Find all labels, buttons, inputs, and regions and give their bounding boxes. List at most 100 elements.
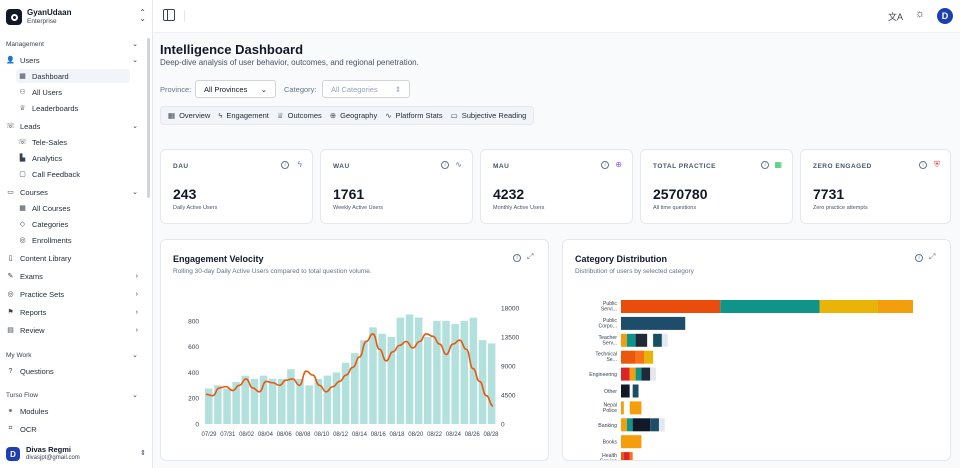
tab-geography[interactable]: ⊕ Geography — [326, 108, 381, 123]
info-icon[interactable]: i — [441, 161, 449, 169]
category-bar-segment — [819, 300, 878, 313]
sidebar-item-analytics[interactable]: ▙ Analytics — [16, 151, 130, 165]
sidebar-item-content-library[interactable]: ▯ Content Library — [4, 251, 132, 265]
category-bar-segment — [621, 452, 624, 460]
kpi-label: WAU — [333, 163, 350, 170]
translate-icon[interactable]: 文A — [888, 12, 904, 22]
expand-icon[interactable]: ⤢ — [527, 252, 534, 261]
file-check-icon: ▤ — [7, 327, 14, 334]
sidebar-item-dashboard[interactable]: ▦ Dashboard — [16, 69, 130, 83]
phone-icon: ☏ — [6, 123, 15, 130]
category-bar-segment — [641, 367, 651, 381]
info-icon[interactable]: i — [761, 161, 769, 169]
volume-bar — [424, 337, 432, 424]
section-my-work[interactable]: My Work ⌄ — [6, 350, 138, 360]
tab-label: Geography — [340, 111, 378, 120]
sidebar-item-enrollments[interactable]: ◎ Enrollments — [16, 233, 130, 247]
book-open-icon: ▭ — [450, 111, 458, 120]
chart-icon: ▙ — [19, 155, 26, 162]
user-menu[interactable]: D Divas Regmi divasjpt@gmail.com ⇕ — [6, 443, 146, 465]
category-bar-segment — [621, 384, 630, 398]
sidebar-item-tele-sales[interactable]: ☏ Tele-Sales — [16, 135, 130, 149]
sidebar-item-all-users[interactable]: ⚇ All Users — [16, 85, 130, 99]
category-bar-segment — [658, 418, 665, 432]
sidebar-scrollbar[interactable] — [147, 38, 150, 198]
category-label: Banking — [598, 423, 617, 429]
province-select[interactable]: All Provinces ⌄ — [195, 80, 276, 98]
chevron-down-icon: ⌄ — [132, 189, 138, 196]
chevron-right-icon: › — [135, 308, 138, 316]
activity-icon: ∿ — [385, 111, 392, 120]
brand-subtitle: Enterprise — [27, 18, 57, 25]
category-label: Other — [604, 389, 617, 395]
volume-bar — [442, 320, 450, 424]
avatar[interactable]: D — [937, 8, 953, 24]
chevrons-up-down-icon: ⌃ ⌄ — [139, 8, 146, 23]
info-icon[interactable]: i — [915, 254, 923, 262]
category-select[interactable]: All Categories ⇕ — [322, 80, 410, 98]
volume-bar — [469, 317, 478, 424]
sidebar-item-practice-sets[interactable]: ◎ Practice Sets › — [4, 287, 138, 301]
section-turso-flow[interactable]: Turso Flow ⌄ — [6, 390, 138, 400]
volume-bar — [360, 340, 368, 424]
tab-engagement[interactable]: ϟ Engagement — [214, 108, 273, 123]
y-left-tick-label: 200 — [188, 396, 199, 403]
sidebar-item-reports[interactable]: ⚑ Reports › — [4, 305, 138, 319]
sidebar-toggle-icon[interactable] — [163, 9, 175, 21]
section-label: My Work — [6, 351, 32, 359]
volume-bar — [378, 333, 386, 424]
brand-name: GyanUdaan — [27, 8, 72, 17]
category-bar-segment — [623, 401, 630, 415]
sidebar-item-label: Tele-Sales — [32, 137, 68, 147]
sidebar-item-review[interactable]: ▤ Review › — [4, 323, 138, 337]
kpi-value: 7731 — [813, 186, 845, 202]
kpi-value: 1761 — [333, 186, 365, 202]
volume-bar — [214, 385, 222, 424]
sidebar-item-ocr[interactable]: ⌗ OCR — [4, 422, 132, 436]
x-tick-label: 08/06 — [277, 432, 293, 438]
expand-icon[interactable]: ⤢ — [929, 252, 936, 261]
page-subtitle: Deep-dive analysis of user behavior, out… — [160, 58, 419, 67]
tab-subjective-reading[interactable]: ▭ Subjective Reading — [447, 108, 531, 123]
volume-bar — [323, 375, 332, 424]
workspace-switcher[interactable]: GyanUdaan Enterprise ⌃ ⌄ — [6, 6, 146, 28]
tab-overview[interactable]: ▦ Overview — [164, 108, 214, 123]
province-label: Province: — [160, 85, 192, 94]
kpi-caption: Daily Active Users — [173, 205, 218, 211]
info-icon[interactable]: i — [281, 161, 289, 169]
tab-bar: ▦ Overview ϟ Engagement ♕ Outcomes ⊕ Geograp… — [160, 106, 535, 125]
x-tick-label: 08/28 — [483, 432, 499, 438]
users-icon: 👤 — [6, 57, 15, 64]
activity-icon: ∿ — [455, 160, 462, 169]
sidebar-item-label: Enrollments — [32, 235, 72, 245]
dashboard-icon: ▦ — [19, 73, 26, 80]
sidebar-item-questions[interactable]: ? Questions — [4, 364, 132, 378]
sidebar-item-all-courses[interactable]: ▦ All Courses — [16, 201, 130, 215]
x-tick-label: 08/18 — [389, 432, 405, 438]
sidebar-item-categories[interactable]: ◇ Categories — [16, 217, 130, 231]
sidebar-item-call-feedback[interactable]: ▢ Call Feedback — [16, 167, 130, 181]
kpi-card-zero-engaged: ZERO ENGAGED i ⛨ 7731 Zero practice atte… — [800, 149, 951, 224]
user-email: divasjpt@gmail.com — [26, 455, 80, 461]
info-icon[interactable]: i — [601, 161, 609, 169]
sidebar-item-leaderboards[interactable]: ♕ Leaderboards — [16, 101, 130, 115]
info-icon[interactable]: i — [919, 161, 927, 169]
sidebar-item-leads[interactable]: ☏ Leads ⌄ — [4, 119, 138, 133]
tab-platform-stats[interactable]: ∿ Platform Stats — [381, 108, 446, 123]
y-left-tick-label: 400 — [188, 370, 199, 377]
sidebar-item-users[interactable]: 👤 Users ⌄ — [4, 53, 138, 67]
globe-icon: ⊕ — [615, 160, 622, 169]
info-icon[interactable]: i — [513, 254, 521, 262]
sidebar-item-courses[interactable]: ▭ Courses ⌄ — [4, 185, 138, 199]
kpi-caption: Weekly Active Users — [333, 205, 384, 211]
sidebar-item-label: Leads — [20, 121, 41, 131]
tab-outcomes[interactable]: ♕ Outcomes — [273, 108, 326, 123]
sidebar-item-modules[interactable]: ⚭ Modules — [4, 404, 132, 418]
sidebar-item-exams[interactable]: ✎ Exams › — [4, 269, 138, 283]
target-icon: ◎ — [7, 291, 14, 298]
section-management[interactable]: Management ⌄ — [6, 39, 138, 49]
sun-icon[interactable]: ☼ — [915, 8, 926, 20]
y-left-tick-label: 800 — [188, 318, 199, 325]
category-label: Corpo... — [599, 323, 617, 329]
bolt-icon: ϟ — [297, 160, 302, 169]
